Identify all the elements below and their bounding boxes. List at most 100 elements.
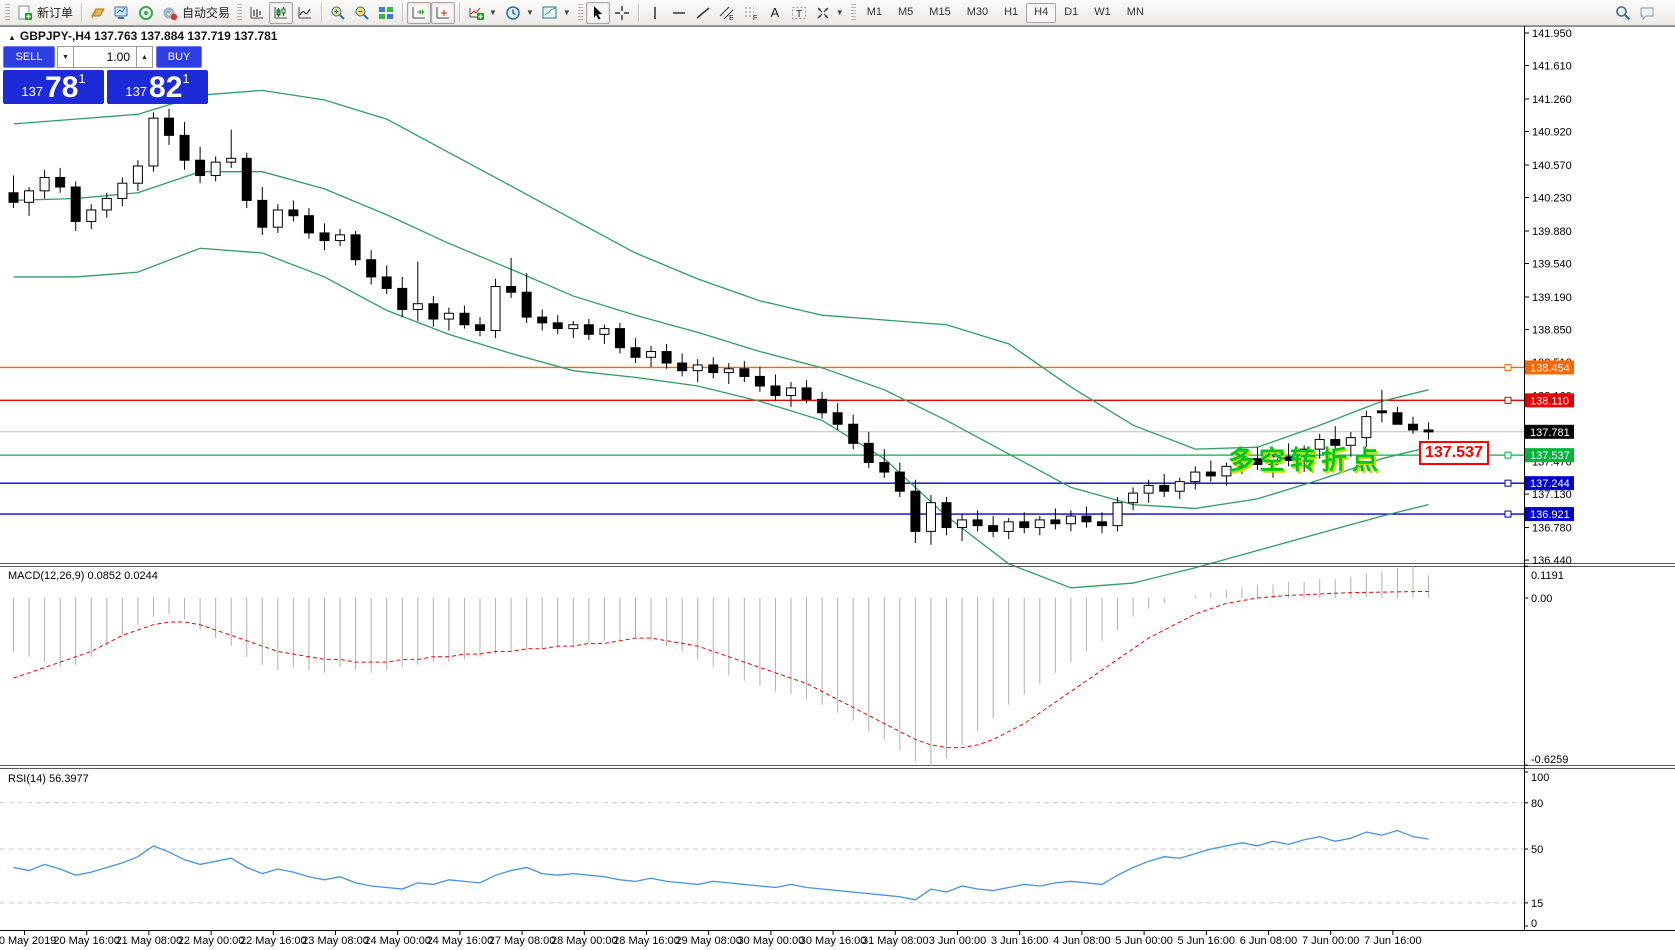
toolbar-grip[interactable] bbox=[850, 3, 856, 22]
collapse-chart-button[interactable]: ▲ bbox=[8, 33, 16, 42]
bollinger-upper-band bbox=[13, 89, 1429, 450]
zoom-in-icon bbox=[330, 5, 346, 21]
chart-shift-button[interactable] bbox=[431, 1, 456, 24]
candle-body bbox=[1143, 484, 1154, 494]
label-tool-button[interactable]: T bbox=[787, 2, 811, 24]
timeframe-m15-button[interactable]: M15 bbox=[929, 5, 951, 18]
candle-body bbox=[614, 328, 625, 349]
timeframe-m30-button[interactable]: M30 bbox=[966, 5, 989, 18]
candlestick-chart-button[interactable] bbox=[269, 1, 294, 24]
candle-body bbox=[1019, 521, 1030, 529]
candle-body bbox=[1034, 519, 1045, 529]
trendline-tool-button[interactable] bbox=[691, 2, 715, 24]
sell-price-box[interactable]: 137 78 1 bbox=[3, 70, 104, 104]
profiles-icon bbox=[90, 5, 106, 21]
text-tool-button[interactable]: A bbox=[763, 2, 787, 24]
templates-button[interactable]: ▼ bbox=[538, 2, 575, 24]
candle-body bbox=[941, 502, 952, 529]
time-axis-label: 28 May 00:00 bbox=[551, 935, 618, 947]
candle-body bbox=[1423, 429, 1434, 433]
sell-button[interactable]: SELL bbox=[3, 46, 55, 68]
timeframe-h1-button[interactable]: H1 bbox=[1004, 5, 1019, 18]
timeframe-d1-button[interactable]: D1 bbox=[1064, 5, 1079, 18]
bar-chart-button[interactable] bbox=[245, 2, 269, 24]
sell-price-big: 78 bbox=[45, 71, 79, 104]
chart-title: ▲ GBPJPY-,H4 137.763 137.884 137.719 137.… bbox=[8, 29, 277, 43]
timeframe-m1-button[interactable]: M1 bbox=[866, 5, 882, 18]
toolbar-grip[interactable] bbox=[5, 3, 10, 22]
dropdown-caret-icon: ▼ bbox=[835, 8, 844, 17]
auto-scroll-button[interactable] bbox=[407, 1, 432, 24]
periods-button[interactable]: ▼ bbox=[501, 2, 538, 24]
svg-text:E: E bbox=[729, 15, 734, 21]
buy-price-box[interactable]: 137 82 1 bbox=[107, 70, 208, 104]
auto-trading-button[interactable]: 自动交易 bbox=[158, 2, 234, 24]
time-axis-label: 31 May 08:00 bbox=[862, 935, 929, 947]
line-handle-marker[interactable] bbox=[1504, 510, 1512, 518]
data-window-icon bbox=[138, 5, 154, 21]
profiles-button[interactable] bbox=[86, 2, 110, 24]
channel-tool-button[interactable]: E bbox=[715, 2, 739, 24]
candle-body bbox=[552, 322, 563, 330]
candle-body bbox=[972, 519, 983, 527]
volume-input[interactable] bbox=[74, 46, 136, 68]
text-tool-icon: A bbox=[770, 4, 780, 20]
tile-windows-button[interactable] bbox=[374, 2, 398, 24]
candle-body bbox=[817, 398, 828, 414]
candle-body bbox=[366, 259, 377, 278]
candle-body bbox=[1408, 423, 1418, 431]
toolbar-grip[interactable] bbox=[237, 3, 243, 22]
line-chart-button[interactable] bbox=[293, 2, 317, 24]
time-axis-label: 29 May 08:00 bbox=[675, 935, 742, 947]
candle-body bbox=[164, 117, 174, 136]
volume-increase-button[interactable]: ▲ bbox=[136, 46, 153, 68]
candle-body bbox=[1361, 416, 1372, 439]
crosshair-button[interactable] bbox=[610, 2, 634, 24]
candle-body bbox=[646, 351, 657, 358]
buy-button[interactable]: BUY bbox=[156, 46, 202, 68]
search-button[interactable] bbox=[1611, 2, 1635, 24]
line-handle-marker[interactable] bbox=[1504, 363, 1512, 371]
line-handle-marker[interactable] bbox=[1504, 479, 1512, 487]
line-handle-marker[interactable] bbox=[1504, 451, 1512, 459]
zoom-out-button[interactable] bbox=[350, 2, 374, 24]
candle-body bbox=[381, 276, 392, 289]
arrows-tool-button[interactable]: ▼ bbox=[811, 2, 848, 24]
buy-price-prefix: 137 bbox=[125, 84, 148, 99]
new-order-button[interactable]: 新订单 bbox=[13, 2, 77, 24]
time-axis-label: 3 Jun 16:00 bbox=[991, 935, 1049, 947]
toolbar-grip[interactable] bbox=[577, 3, 583, 22]
chat-button[interactable] bbox=[1635, 2, 1659, 24]
horizontal-line-tool-button[interactable] bbox=[667, 2, 691, 24]
macd-axis-tick-label: 0.1191 bbox=[1531, 570, 1564, 582]
zoom-in-button[interactable] bbox=[326, 2, 350, 24]
bollinger-lower-band bbox=[13, 247, 1429, 589]
market-watch-button[interactable] bbox=[110, 2, 134, 24]
price-callout-box[interactable]: 137.537 bbox=[1419, 441, 1489, 465]
indicators-button[interactable]: ▼ bbox=[464, 2, 501, 24]
timeframe-h4-button[interactable]: H4 bbox=[1026, 2, 1057, 23]
toolbar-separator bbox=[637, 3, 639, 22]
price-chip-label: 137.781 bbox=[1530, 427, 1570, 439]
chart-annotation-text[interactable]: 多空转折点 bbox=[1228, 445, 1384, 475]
candle-body bbox=[1097, 521, 1107, 527]
cursor-arrow-icon bbox=[590, 5, 606, 21]
toolbar-separator bbox=[81, 3, 83, 22]
candle-body bbox=[894, 471, 905, 492]
line-chart-icon bbox=[297, 5, 313, 21]
timeframe-mn-button[interactable]: MN bbox=[1126, 5, 1144, 18]
candle-body bbox=[132, 165, 143, 184]
line-handle-marker[interactable] bbox=[1504, 396, 1512, 404]
candle-body bbox=[1112, 502, 1123, 527]
fibonacci-tool-button[interactable]: F bbox=[739, 2, 763, 24]
cursor-button[interactable] bbox=[585, 1, 610, 24]
timeframe-m5-button[interactable]: M5 bbox=[898, 5, 914, 18]
vertical-line-tool-button[interactable] bbox=[643, 2, 667, 24]
data-window-button[interactable] bbox=[134, 2, 158, 24]
timeframe-w1-button[interactable]: W1 bbox=[1094, 5, 1111, 18]
candle-body bbox=[490, 285, 501, 332]
time-axis-label: 22 May 16:00 bbox=[240, 935, 307, 947]
volume-decrease-button[interactable]: ▼ bbox=[57, 46, 74, 68]
candle-body bbox=[24, 190, 35, 203]
